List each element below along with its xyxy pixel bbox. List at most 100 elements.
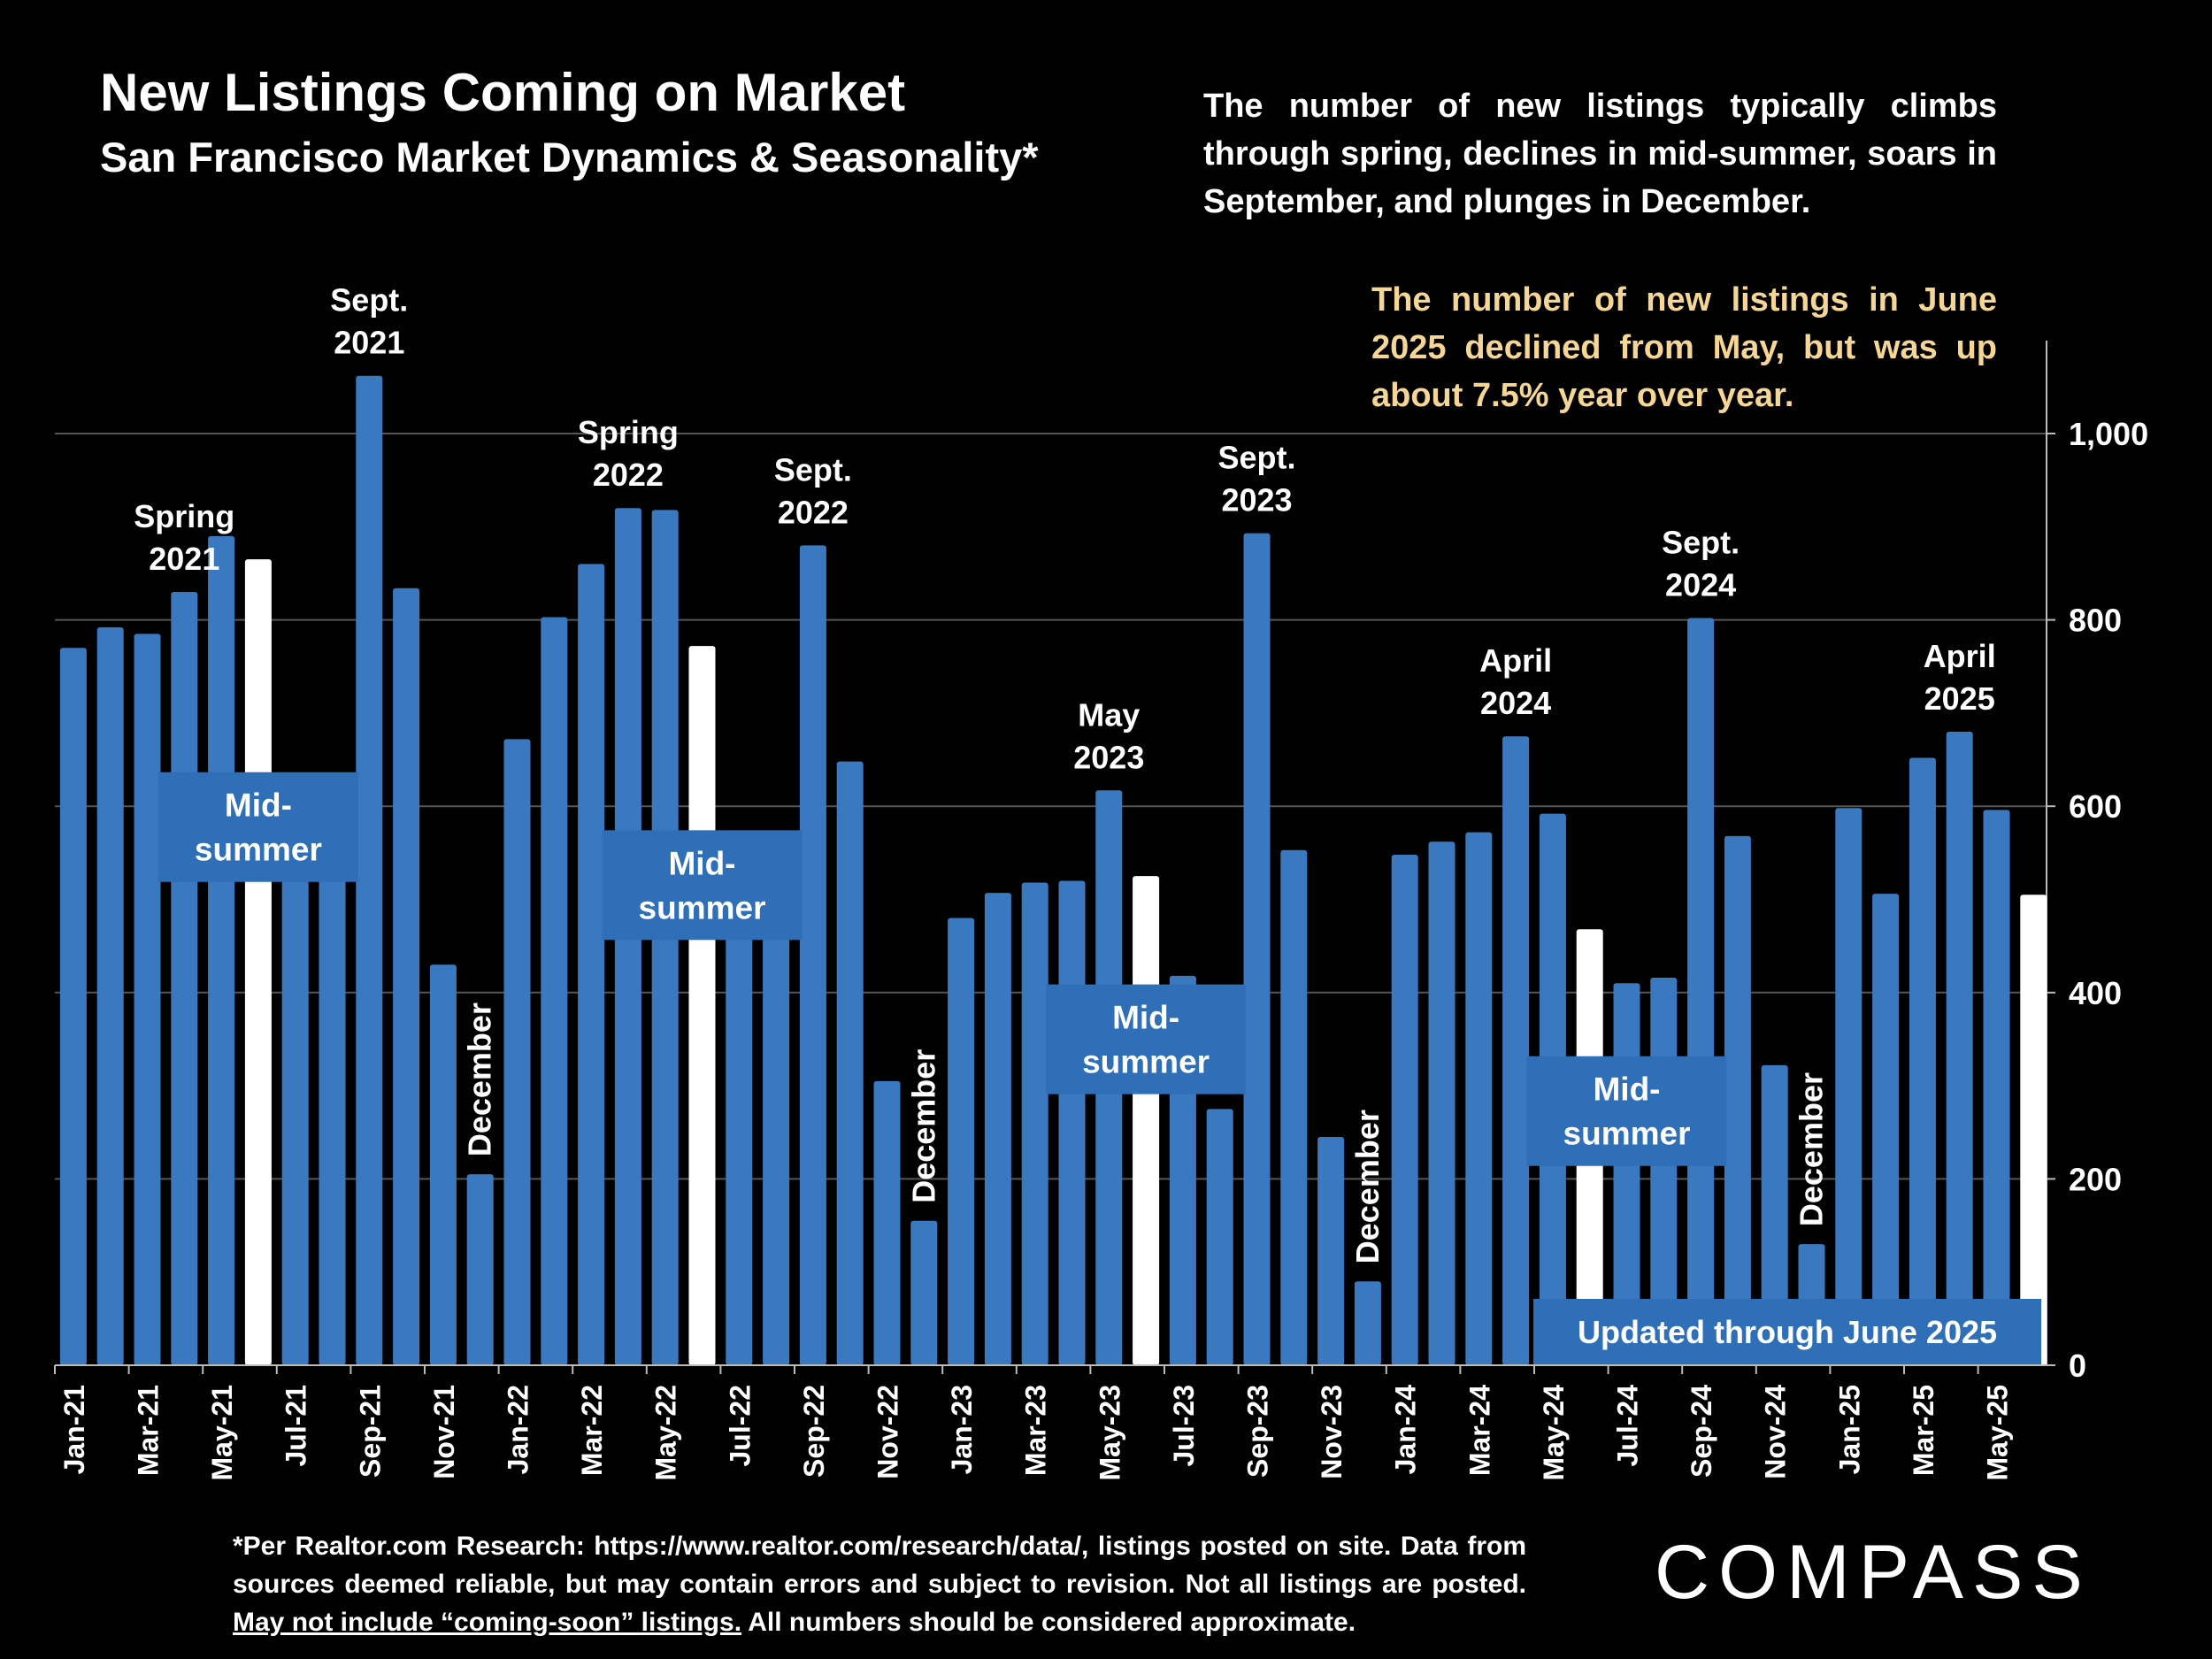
x-tick-label: Mar-21: [133, 1385, 165, 1476]
x-tick-label: Jan-25: [1833, 1385, 1865, 1474]
footnote-part2: All numbers should be considered approxi…: [741, 1608, 1356, 1637]
bar: [948, 918, 975, 1365]
x-tick-label: Jul-23: [1168, 1385, 1200, 1466]
midsummer-label: summer: [639, 889, 766, 926]
compass-logo: COMPASS: [1655, 1530, 2092, 1615]
x-tick-label: May-22: [650, 1385, 682, 1481]
midsummer-box: [602, 830, 803, 941]
december-label: December: [905, 1049, 941, 1203]
x-tick-label: Nov-23: [1316, 1385, 1348, 1479]
x-tick-label: May-25: [1982, 1385, 2014, 1481]
bar: [134, 634, 161, 1365]
bar: [763, 835, 790, 1365]
x-tick-label: May-21: [206, 1385, 238, 1481]
bar: [171, 592, 198, 1365]
x-tick-label: Mar-24: [1463, 1385, 1495, 1476]
peak-label: Sept.: [330, 282, 408, 319]
midsummer-label: summer: [195, 832, 322, 868]
y-tick-label: 400: [2069, 975, 2122, 1011]
x-tick-label: Nov-24: [1760, 1385, 1792, 1479]
footnote: *Per Realtor.com Research: https://www.r…: [233, 1527, 1526, 1641]
peak-label: 2021: [149, 541, 219, 577]
bar: [429, 964, 457, 1365]
bar: [541, 617, 568, 1365]
x-tick-label: Mar-22: [576, 1385, 608, 1476]
y-tick-label: 1,000: [2069, 416, 2148, 452]
x-tick-label: Nov-22: [872, 1385, 904, 1479]
bar: [910, 1220, 938, 1365]
x-tick-label: Sep-22: [798, 1385, 830, 1478]
bar: [281, 780, 309, 1365]
bar: [1835, 808, 1863, 1365]
x-tick-label: May-23: [1094, 1385, 1125, 1481]
footnote-part1: *Per Realtor.com Research: https://www.r…: [233, 1532, 1526, 1599]
bar: [356, 375, 383, 1365]
bar: [503, 739, 531, 1365]
x-tick-label: Mar-23: [1020, 1385, 1052, 1476]
peak-label: Sept.: [1217, 440, 1295, 476]
x-tick-label: Jan-22: [503, 1385, 534, 1474]
x-tick-label: Jan-24: [1390, 1385, 1422, 1475]
bar-highlight: [244, 559, 272, 1365]
bar: [1687, 618, 1715, 1365]
peak-label: 2024: [1480, 685, 1551, 721]
bar: [1317, 1137, 1345, 1365]
peak-label: Sept.: [1662, 524, 1740, 560]
x-tick-label: Jan-21: [58, 1385, 90, 1474]
chart-title: New Listings Coming on Market: [100, 63, 906, 122]
peak-label: 2022: [593, 457, 664, 493]
bar: [1983, 810, 2010, 1365]
peak-label: 2023: [1221, 482, 1292, 518]
peak-label: April: [1479, 642, 1552, 679]
midsummer-label: Mid-: [668, 845, 735, 881]
bar: [1021, 882, 1048, 1365]
midsummer-box: [1046, 984, 1247, 1094]
bar: [1465, 832, 1493, 1365]
midsummer-box: [157, 772, 358, 882]
x-tick-label: Jul-21: [280, 1385, 312, 1466]
peak-label: 2024: [1665, 566, 1736, 603]
bar: [1909, 757, 1936, 1365]
peak-label: Sept.: [774, 451, 852, 488]
bar: [393, 588, 420, 1365]
x-tick-label: Sep-21: [354, 1385, 386, 1478]
bar-highlight: [2020, 895, 2047, 1365]
bar: [1428, 841, 1455, 1365]
x-tick-label: Sep-23: [1242, 1385, 1274, 1478]
x-tick-label: Nov-21: [428, 1385, 460, 1479]
bar: [319, 793, 346, 1365]
bar: [1206, 1109, 1233, 1365]
peak-label: 2025: [1924, 680, 1995, 717]
bar: [1502, 736, 1530, 1365]
y-tick-label: 200: [2069, 1161, 2122, 1197]
x-tick-label: Jul-22: [724, 1385, 756, 1466]
y-tick-label: 800: [2069, 603, 2122, 639]
bar-highlight: [1133, 876, 1160, 1365]
peak-label: 2023: [1073, 739, 1144, 775]
bar: [208, 535, 235, 1365]
x-tick-label: Jan-23: [946, 1385, 978, 1474]
midsummer-label: Mid-: [1593, 1071, 1660, 1108]
y-tick-label: 0: [2069, 1348, 2086, 1384]
december-label: December: [1793, 1072, 1830, 1226]
x-tick-label: May-24: [1538, 1385, 1570, 1481]
peak-label: April: [1924, 638, 1996, 674]
footnote-underlined: May not include “coming-soon” listings.: [233, 1608, 742, 1637]
bar: [984, 893, 1011, 1365]
x-tick-label: Jul-24: [1612, 1385, 1644, 1467]
bar: [836, 761, 864, 1365]
bar: [1724, 835, 1751, 1365]
peak-label: May: [1078, 696, 1140, 733]
chart-subtitle: San Francisco Market Dynamics & Seasonal…: [100, 134, 1039, 180]
midsummer-label: Mid-: [225, 787, 292, 824]
midsummer-label: summer: [1563, 1116, 1691, 1152]
bar: [96, 627, 124, 1365]
midsummer-box: [1526, 1056, 1727, 1166]
bar: [1946, 731, 1973, 1365]
bar: [726, 899, 753, 1365]
peak-label: Spring: [578, 414, 679, 450]
peak-label: 2022: [778, 494, 849, 530]
bar: [1391, 854, 1418, 1365]
midsummer-label: Mid-: [1112, 1000, 1179, 1036]
